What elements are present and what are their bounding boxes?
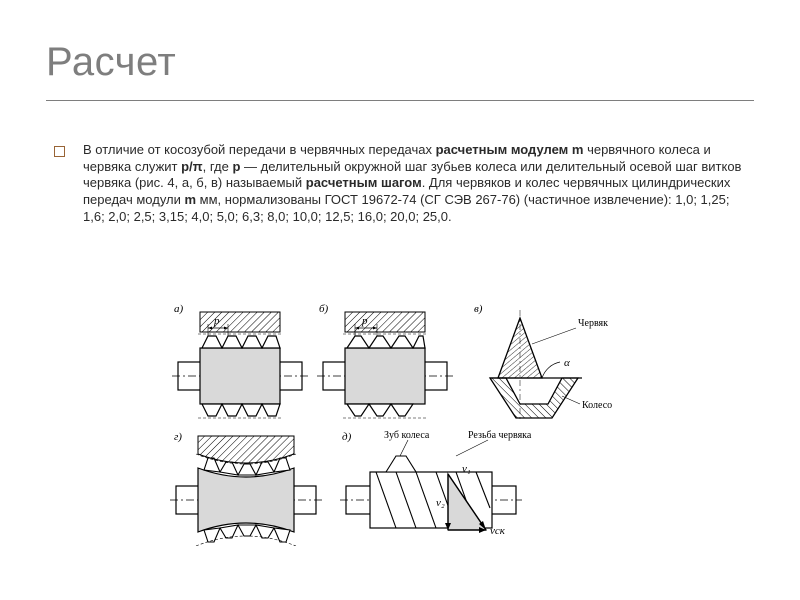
- figure-worm-gear-diagram: а): [170, 300, 630, 546]
- label-a: а): [174, 303, 184, 315]
- text-bold: m: [185, 192, 197, 207]
- text-bold: расчетным шагом: [306, 175, 422, 190]
- label-v: в): [474, 303, 483, 315]
- label-tooth: Зуб колеса: [384, 430, 430, 441]
- label-v2: v₂: [436, 497, 445, 509]
- text-seg: В отличие от косозубой передачи в червяч…: [83, 142, 436, 157]
- label-v1: v₁: [462, 463, 471, 475]
- bullet-row: В отличие от косозубой передачи в червяч…: [54, 142, 752, 225]
- text-bold: p/π: [181, 159, 203, 174]
- label-g: г): [174, 431, 182, 443]
- label-worm: Червяк: [578, 318, 608, 329]
- label-alpha: α: [564, 357, 570, 369]
- label-b: б): [319, 303, 329, 315]
- label-wheel: Колесо: [582, 400, 612, 411]
- panel-g: г): [170, 431, 322, 546]
- bullet-marker-icon: [54, 146, 65, 157]
- label-d: д): [342, 431, 352, 443]
- slide: Расчет В отличие от косозубой передачи в…: [0, 0, 800, 600]
- panel-d: д) Зуб колеса Резьба червяка: [340, 430, 532, 537]
- bullet-paragraph: В отличие от косозубой передачи в червяч…: [83, 142, 752, 225]
- panel-v: в) α Червяк Колесо: [474, 303, 612, 422]
- text-bold: расчетным модулем m: [436, 142, 584, 157]
- text-seg: , где: [203, 159, 233, 174]
- page-title: Расчет: [46, 40, 176, 91]
- label-vsk: vск: [490, 525, 506, 537]
- panel-a: а): [172, 303, 308, 418]
- panel-b: б): [317, 303, 453, 418]
- title-block: Расчет: [46, 40, 176, 91]
- diagram-svg: а): [170, 300, 630, 546]
- label-thread: Резьба червяка: [468, 430, 532, 441]
- title-underline: [46, 100, 754, 101]
- body-text: В отличие от косозубой передачи в червяч…: [54, 142, 752, 225]
